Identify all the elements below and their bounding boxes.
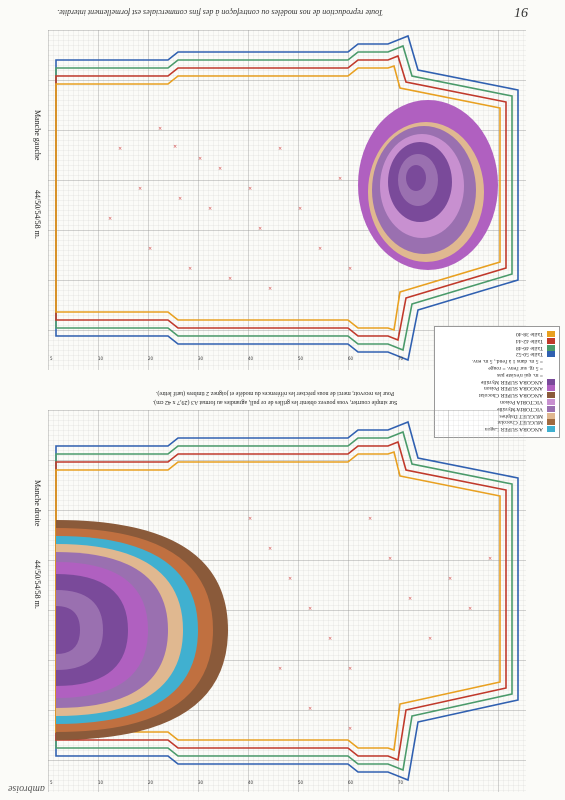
svg-text:30: 30 bbox=[198, 356, 204, 361]
legend-size-3: Taille 50-52 bbox=[515, 351, 543, 358]
spiral-motif-left bbox=[358, 100, 498, 270]
svg-text:×: × bbox=[348, 666, 352, 672]
svg-text:×: × bbox=[288, 576, 292, 582]
brand-name: ambroise bbox=[8, 783, 45, 794]
svg-text:×: × bbox=[448, 576, 452, 582]
legend-size-2-swatch bbox=[547, 344, 555, 351]
svg-text:50: 50 bbox=[298, 780, 304, 785]
svg-text:40: 40 bbox=[248, 356, 254, 361]
svg-text:40: 40 bbox=[248, 780, 254, 785]
svg-text:×: × bbox=[108, 216, 112, 222]
legend-color-7-swatch bbox=[547, 426, 555, 433]
legend-color-3: VICTORIA Poison bbox=[500, 399, 543, 405]
size-outline-4 bbox=[55, 34, 519, 362]
legend-color-3-swatch bbox=[547, 399, 555, 405]
left-sleeve-chart: × × × × × × × × × × × × × × × × × × × × 5 10 20 30 40 50 60 7… bbox=[33, 30, 526, 370]
legend-symbol-1: = 5 rg. sur l'env. = rouge bbox=[488, 365, 543, 371]
svg-text:×: × bbox=[198, 156, 202, 162]
legend-symbol-2: = m. qui n'existe pas bbox=[497, 371, 543, 378]
svg-text:×: × bbox=[338, 176, 342, 182]
legend-size-2: Taille 46-48 bbox=[515, 344, 543, 351]
note-line-1: Sur simple courrier, vous pouvez obtenir… bbox=[152, 399, 398, 405]
left-sleeve-sizes: 44/50/54/58 m. bbox=[33, 190, 42, 239]
svg-text:20: 20 bbox=[148, 780, 154, 785]
svg-text:×: × bbox=[248, 516, 252, 522]
legend-color-0: ANGORA SUPER Myrtille bbox=[480, 378, 543, 385]
legend-color-2-swatch bbox=[547, 392, 555, 399]
left-sleeve-label: Manche gauche bbox=[33, 110, 42, 161]
svg-text:10: 10 bbox=[98, 780, 104, 785]
legend-symbol-0: = 5 m. dans 1 à l'end., 5 m. env. bbox=[472, 358, 543, 365]
left-sleeve-grid: × × × × × × × × × × × × × × × × × × × × 5 10 20 30 40 50 60 7… bbox=[48, 30, 526, 370]
row-numbers: 5 10 20 30 40 50 60 70 bbox=[50, 356, 404, 361]
svg-text:×: × bbox=[278, 666, 282, 672]
page-header: Toute reproduction de nos modèles ou con… bbox=[40, 6, 528, 24]
svg-text:×: × bbox=[468, 606, 472, 612]
svg-text:×: × bbox=[388, 556, 392, 562]
right-sleeve-grid: × × × × × × × × × × × × × × × × 5 10 20 30 40 50 60 70 bbox=[48, 410, 526, 792]
spiral-motif-right bbox=[56, 520, 228, 740]
svg-text:60: 60 bbox=[348, 356, 354, 361]
svg-text:×: × bbox=[408, 596, 412, 602]
svg-text:×: × bbox=[348, 726, 352, 732]
svg-text:×: × bbox=[268, 286, 272, 292]
legend-color-6-swatch bbox=[547, 419, 555, 426]
copyright-note: Toute reproduction de nos modèles ou con… bbox=[57, 8, 383, 17]
legend-size-3-swatch bbox=[547, 351, 555, 358]
svg-text:×: × bbox=[298, 206, 302, 212]
svg-text:×: × bbox=[248, 186, 252, 192]
legend-color-2: ANGORA SUPER Chocolat bbox=[478, 392, 543, 399]
stitch-symbols: × × × × × × × × × × × × × × × × × × × × bbox=[108, 126, 352, 292]
page-number: 16 bbox=[514, 6, 528, 21]
legend-color-0-swatch bbox=[547, 378, 555, 385]
right-sleeve-chart: × × × × × × × × × × × × × × × × 5 10 20 30 40 50 60 70 Man… bbox=[33, 410, 526, 792]
svg-text:×: × bbox=[148, 246, 152, 252]
right-sleeve-sizes: 44/50/54/58 m. bbox=[33, 560, 42, 609]
svg-text:70: 70 bbox=[398, 780, 404, 785]
size-outline-2 bbox=[55, 54, 507, 342]
legend-color-5-swatch bbox=[547, 412, 555, 419]
svg-text:5: 5 bbox=[50, 356, 53, 361]
legend-size-1-swatch bbox=[547, 337, 555, 344]
svg-text:×: × bbox=[278, 146, 282, 152]
svg-text:×: × bbox=[258, 226, 262, 232]
svg-text:×: × bbox=[228, 276, 232, 282]
svg-text:×: × bbox=[428, 636, 432, 642]
enlargement-note: Sur simple courrier, vous pouvez obtenir… bbox=[150, 388, 400, 406]
svg-text:×: × bbox=[178, 196, 182, 202]
svg-text:×: × bbox=[328, 636, 332, 642]
svg-text:×: × bbox=[318, 246, 322, 252]
svg-text:×: × bbox=[218, 166, 222, 172]
svg-text:50: 50 bbox=[298, 356, 304, 361]
svg-text:×: × bbox=[368, 516, 372, 522]
right-sleeve-label: Manche droite bbox=[33, 480, 42, 527]
svg-text:70: 70 bbox=[398, 356, 404, 361]
svg-text:×: × bbox=[158, 126, 162, 132]
legend-color-1: ANGORA SUPER Poison bbox=[483, 385, 543, 392]
size-outline-3 bbox=[55, 44, 513, 352]
svg-text:×: × bbox=[173, 144, 177, 150]
svg-text:5: 5 bbox=[50, 780, 53, 785]
svg-text:60: 60 bbox=[348, 780, 354, 785]
svg-text:30: 30 bbox=[198, 780, 204, 785]
legend-color-4-swatch bbox=[547, 405, 555, 412]
svg-text:×: × bbox=[118, 146, 122, 152]
svg-text:×: × bbox=[268, 546, 272, 552]
svg-text:×: × bbox=[188, 266, 192, 272]
legend-color-1-swatch bbox=[547, 385, 555, 392]
svg-text:×: × bbox=[348, 266, 352, 272]
svg-text:20: 20 bbox=[148, 356, 154, 361]
legend-size-0-swatch bbox=[547, 331, 555, 337]
svg-text:×: × bbox=[308, 606, 312, 612]
svg-text:×: × bbox=[208, 206, 212, 212]
svg-text:×: × bbox=[138, 186, 142, 192]
legend-size-1: Taille 42-44 bbox=[515, 337, 543, 344]
note-line-2: Pour les recevoir, merci de nous précise… bbox=[155, 390, 395, 396]
svg-text:10: 10 bbox=[98, 356, 104, 361]
size-outline-1 bbox=[55, 64, 501, 332]
svg-text:×: × bbox=[488, 556, 492, 562]
legend-size-0: Taille 38-40 bbox=[515, 331, 543, 337]
svg-text:×: × bbox=[308, 706, 312, 712]
